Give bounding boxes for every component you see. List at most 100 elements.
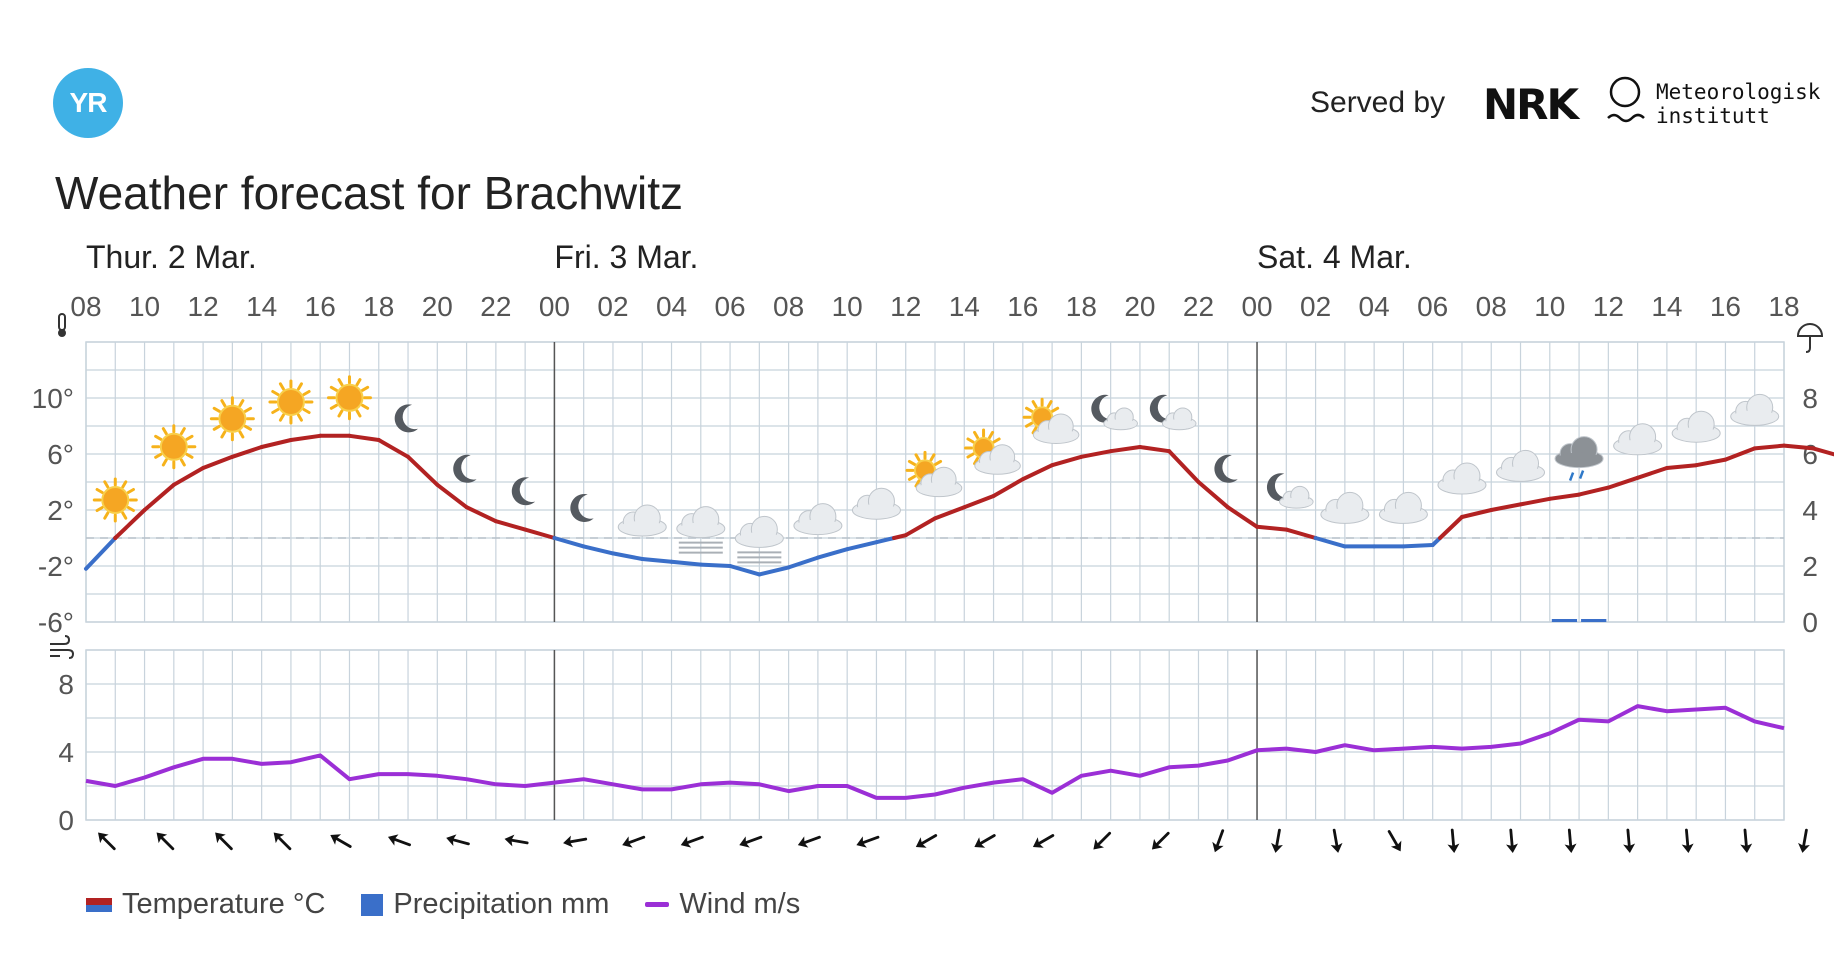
temperature-line-segment — [1108, 445, 1142, 454]
wind-direction-arrow — [739, 835, 763, 848]
temperature-line-segment — [1577, 485, 1611, 497]
wind-arrow-head — [1447, 843, 1460, 853]
sun-ray — [360, 403, 370, 410]
wind-direction-arrow — [330, 834, 352, 848]
served-by-label: Served by — [1310, 86, 1446, 119]
legend-wind: Wind m/s — [645, 888, 800, 921]
sun-icon — [151, 424, 197, 470]
sun-ray — [1025, 406, 1034, 413]
cloud-part — [1614, 439, 1661, 454]
temperature-line-segment — [552, 536, 586, 549]
x-tick-label: 22 — [480, 291, 511, 322]
sun-ray — [1031, 400, 1038, 409]
sun-ray — [95, 488, 104, 494]
sun-ray — [212, 424, 221, 431]
wind-direction-arrow — [563, 835, 588, 848]
cloud-icon-shape — [1378, 491, 1428, 524]
temperature-line-segment — [874, 536, 897, 545]
umbrella-icon-canopy — [1796, 323, 1824, 337]
cloud-icon-shape — [793, 503, 843, 536]
sun-ray — [1050, 406, 1060, 413]
wind-arrow-head — [156, 832, 168, 844]
day-label: Fri. 3 Mar. — [554, 239, 698, 275]
wind-arrow-head — [504, 834, 515, 847]
temperature-line-segment — [669, 559, 703, 567]
temperature-line-segment — [1050, 454, 1084, 468]
cloud-icon — [1378, 491, 1428, 524]
x-tick-label: 10 — [1534, 291, 1565, 322]
x-tick-label: 20 — [422, 291, 453, 322]
temperature-line-segment — [142, 482, 176, 512]
moon-icon — [570, 493, 594, 522]
sun-cloud-icon — [1022, 397, 1080, 444]
temperature-line-segment — [1196, 480, 1230, 510]
raindrop — [1578, 470, 1585, 480]
moon-icon-crescent — [1214, 454, 1238, 483]
cloud-icon — [1320, 491, 1370, 524]
day-label: Sat. 4 Mar. — [1257, 239, 1412, 275]
x-tick-label: 02 — [1300, 291, 1331, 322]
legend-temperature-swatch — [86, 897, 112, 912]
wind-direction-arrow — [1271, 828, 1283, 853]
wind-arrow-head — [622, 836, 633, 848]
legend-precipitation-label: Precipitation mm — [393, 888, 610, 920]
nrk-logo: NRK — [1483, 80, 1579, 129]
x-tick-label: 04 — [656, 291, 687, 322]
wind-arrow-head — [856, 836, 867, 848]
sun-ray — [992, 437, 1001, 444]
wind-direction-arrows — [98, 828, 1810, 853]
wind-arrow-head — [1740, 843, 1753, 853]
sun-ray — [103, 480, 110, 489]
x-tick-label: 16 — [1007, 291, 1038, 322]
sun-ray — [271, 408, 280, 414]
wind-line — [85, 704, 1785, 800]
precipitation-bar — [1581, 619, 1607, 622]
temperature-line-segment — [1459, 508, 1494, 519]
wind-direction-arrow — [1212, 829, 1225, 853]
temperature-tick-label: -2° — [38, 551, 74, 582]
cloud-fog-icon — [676, 506, 726, 554]
wind-tick-label: 8 — [58, 669, 74, 700]
sun-ray — [278, 413, 285, 422]
x-tick-label: 18 — [1066, 291, 1097, 322]
temperature-line-segment — [1020, 463, 1055, 482]
wind-arrow-head — [974, 837, 986, 848]
temperature-line-segment — [892, 533, 908, 540]
sun-ray — [212, 406, 221, 413]
wind-arrow-head — [1093, 838, 1104, 850]
temperature-line-segment — [1489, 502, 1523, 512]
cloud-part — [1380, 508, 1427, 523]
temperature-line-segment — [1079, 449, 1113, 459]
sun-ray — [271, 390, 280, 396]
sun-ray — [103, 511, 110, 520]
temperature-series — [84, 433, 1834, 577]
wind-direction-arrow — [856, 835, 880, 848]
x-tick-label: 12 — [188, 291, 219, 322]
wind-direction-arrow — [387, 834, 411, 847]
cloud-icon — [1730, 393, 1780, 426]
sun-ray — [355, 378, 362, 387]
wind-direction-arrow — [504, 834, 529, 847]
temperature-line-segment — [962, 494, 996, 510]
wind-direction-arrow — [974, 834, 996, 848]
cloud-icon-shape — [974, 444, 1021, 475]
forecast-chart: Thur. 2 Mar. Fri. 3 Mar. Sat. 4 Mar.08 10 12… — [32, 239, 1834, 853]
sun-ray — [179, 427, 186, 436]
wind-direction-arrow — [915, 834, 938, 848]
wind-arrow-head — [1623, 843, 1636, 853]
wind-direction-arrow — [446, 834, 470, 847]
precipitation-series — [1551, 619, 1607, 622]
cloud-icon-shape — [1103, 407, 1138, 431]
cloud-part — [1731, 410, 1778, 425]
temperature-line-segment — [171, 466, 206, 487]
sun-ray — [154, 434, 163, 441]
sun-icon-rays — [326, 375, 372, 421]
wind-direction-arrow — [1447, 828, 1460, 853]
temperature-line-segment — [406, 454, 440, 487]
wind-arrow-head — [1151, 838, 1163, 850]
temperature-line-segment — [845, 540, 879, 552]
precipitation-tick-label: 0 — [1802, 607, 1818, 638]
temperature-line-segment — [1284, 527, 1318, 540]
sun-icon-disc — [159, 432, 188, 461]
sun-ray — [973, 430, 980, 440]
